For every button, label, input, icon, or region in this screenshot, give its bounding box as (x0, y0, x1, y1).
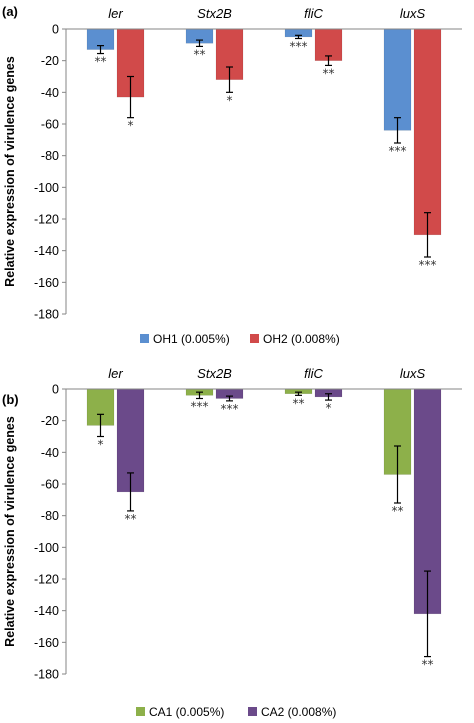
y-tick-label: -60 (41, 478, 59, 492)
significance-label: ** (422, 658, 434, 672)
y-tick-label: -20 (41, 414, 59, 428)
category-label: ler (108, 6, 123, 21)
chart-panel-2: (b) 0 -20 -40 -60 -80 -100 -120 -140 -160 -180 Rela… (2, 366, 462, 719)
significance-label: ** (194, 47, 206, 61)
significance-label: ** (95, 55, 107, 69)
y-tick-label: -60 (41, 118, 59, 132)
bar (383, 28, 412, 131)
y-tick-label: -180 (34, 668, 59, 682)
significance-label: * (326, 401, 332, 415)
y-tick-label: -80 (41, 149, 59, 163)
y-tick-label: -180 (34, 308, 59, 322)
significance-label: * (227, 93, 233, 107)
y-tick-label: -20 (41, 54, 59, 68)
y-tick-label: -100 (34, 541, 59, 555)
significance-label: ** (392, 504, 404, 518)
y-tick-label: -140 (34, 244, 59, 258)
panel-label: (b) (2, 392, 19, 407)
y-tick-label: -140 (34, 604, 59, 618)
y-tick-label: -100 (34, 181, 59, 195)
y-tick-label: -40 (41, 446, 59, 460)
significance-label: *** (221, 402, 239, 416)
significance-label: ** (125, 512, 137, 526)
significance-label: *** (290, 40, 308, 54)
category-label: fliC (304, 366, 323, 381)
category-label: ler (108, 366, 123, 381)
legend-label: CA2 (0.008%) (261, 705, 336, 719)
panel-label: (a) (2, 4, 18, 19)
significance-label: *** (419, 258, 437, 272)
y-tick-label: -160 (34, 276, 59, 290)
chart-panel-1: (a) 0 -20 -40 -60 -80 -100 -120 -140 -160 -180 Rela… (2, 4, 462, 346)
y-tick-label: 0 (52, 23, 59, 37)
legend-swatch (248, 707, 257, 716)
category-label: Stx2B (197, 6, 232, 21)
category-label: Stx2B (197, 366, 232, 381)
category-label: luxS (400, 6, 426, 21)
category-label: fliC (304, 6, 323, 21)
y-tick-label: 0 (52, 383, 59, 397)
significance-label: * (128, 119, 134, 133)
legend-label: CA1 (0.005%) (149, 705, 224, 719)
significance-label: *** (389, 144, 407, 158)
category-label: luxS (400, 366, 426, 381)
y-tick-label: -160 (34, 636, 59, 650)
y-tick-label: -80 (41, 509, 59, 523)
legend-swatch (250, 334, 259, 343)
y-axis-title: Relative expression of virulence genes (3, 56, 17, 287)
y-axis-title: Relative expression of virulence genes (3, 416, 17, 647)
y-tick-label: -120 (34, 213, 59, 227)
legend-label: OH1 (0.005%) (153, 332, 230, 346)
significance-label: ** (293, 396, 305, 410)
y-tick-label: -40 (41, 86, 59, 100)
bar (413, 28, 442, 236)
legend-swatch (136, 707, 145, 716)
y-tick-label: -120 (34, 573, 59, 587)
legend-label: OH2 (0.008%) (263, 332, 340, 346)
significance-label: *** (191, 400, 209, 414)
significance-label: ** (323, 66, 335, 80)
legend-swatch (140, 334, 149, 343)
significance-label: * (98, 438, 104, 452)
